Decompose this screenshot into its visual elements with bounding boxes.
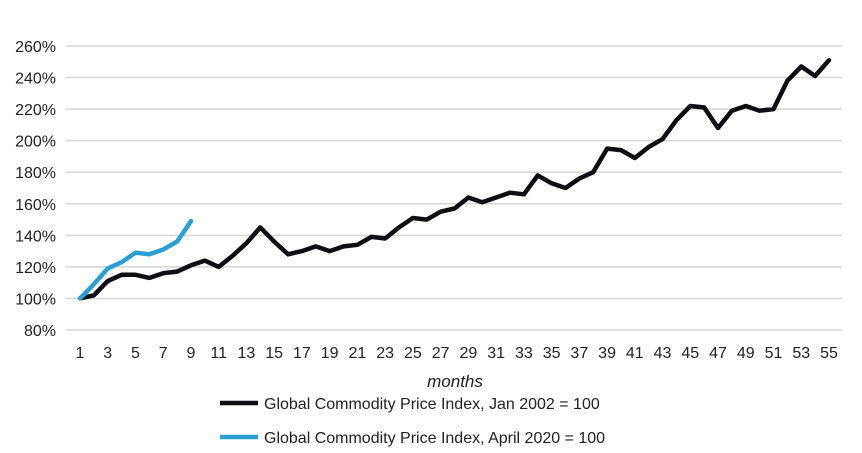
y-axis-ticks: 80% 100% 120% 140% 160% 180% 200% 220% 240% 260% xyxy=(15,39,56,340)
x-tick-label: 21 xyxy=(349,345,367,362)
x-tick-label: 43 xyxy=(654,345,672,362)
y-tick-label: 220% xyxy=(15,102,56,119)
y-tick-label: 200% xyxy=(15,134,56,151)
x-tick-label: 49 xyxy=(737,345,755,362)
y-tick-label: 160% xyxy=(15,197,56,214)
x-tick-label: 19 xyxy=(321,345,339,362)
x-tick-label: 55 xyxy=(820,345,838,362)
x-tick-label: 39 xyxy=(598,345,616,362)
legend-label: Global Commodity Price Index, April 2020… xyxy=(264,430,605,447)
y-tick-label: 260% xyxy=(15,39,56,56)
x-tick-label: 5 xyxy=(131,345,140,362)
x-tick-label: 51 xyxy=(765,345,783,362)
x-axis-ticks: 1 3 5 7 9 11 13 15 17 19 21 23 25 27 29 31 33 35 37 39 41 43 4… xyxy=(76,345,838,362)
x-tick-label: 17 xyxy=(293,345,311,362)
legend: Global Commodity Price Index, Jan 2002 =… xyxy=(220,396,605,447)
x-tick-label: 29 xyxy=(459,345,477,362)
series-lines xyxy=(77,57,832,301)
x-tick-label: 13 xyxy=(238,345,256,362)
x-tick-label: 47 xyxy=(709,345,727,362)
x-tick-label: 7 xyxy=(159,345,168,362)
x-tick-label: 45 xyxy=(681,345,699,362)
x-tick-label: 3 xyxy=(103,345,112,362)
x-tick-label: 27 xyxy=(432,345,450,362)
y-tick-label: 100% xyxy=(15,291,56,308)
x-tick-label: 1 xyxy=(76,345,85,362)
x-tick-label: 37 xyxy=(570,345,588,362)
y-tick-label: 140% xyxy=(15,228,56,245)
x-tick-label: 53 xyxy=(792,345,810,362)
y-tick-label: 120% xyxy=(15,260,56,277)
x-tick-label: 23 xyxy=(376,345,394,362)
gridlines xyxy=(66,45,842,331)
series-line-1 xyxy=(77,57,832,301)
x-tick-label: 35 xyxy=(543,345,561,362)
y-tick-label: 240% xyxy=(15,71,56,88)
x-tick-label: 15 xyxy=(265,345,283,362)
series-line-2 xyxy=(77,218,194,301)
x-tick-label: 41 xyxy=(626,345,644,362)
x-tick-label: 31 xyxy=(487,345,505,362)
x-tick-label: 33 xyxy=(515,345,533,362)
x-tick-label: 9 xyxy=(187,345,196,362)
x-tick-label: 25 xyxy=(404,345,422,362)
y-tick-label: 80% xyxy=(24,323,56,340)
legend-label: Global Commodity Price Index, Jan 2002 =… xyxy=(264,396,600,413)
y-tick-label: 180% xyxy=(15,165,56,182)
x-axis-label: months xyxy=(427,372,483,391)
x-tick-label: 11 xyxy=(210,345,227,362)
